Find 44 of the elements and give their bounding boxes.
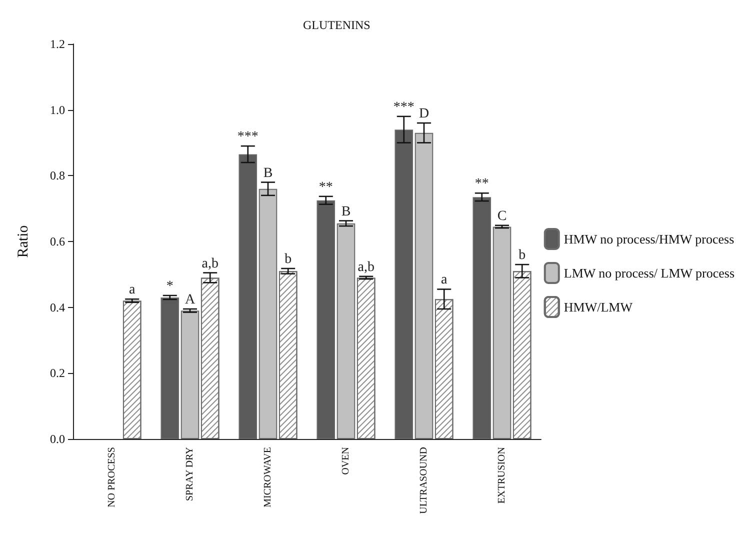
- bar: [316, 200, 336, 439]
- bar: [160, 297, 180, 439]
- bar: [394, 130, 414, 439]
- bar: [180, 310, 200, 439]
- x-tick-label: MICROWAVE: [262, 447, 274, 508]
- y-tick-label: 0.2: [50, 366, 65, 380]
- data-label: B: [263, 166, 273, 181]
- data-label: B: [341, 204, 351, 220]
- data-label: D: [418, 106, 430, 122]
- data-label: b: [518, 248, 526, 264]
- data-label: a,b: [202, 256, 218, 272]
- data-label: a: [129, 282, 136, 298]
- y-tick-label: 0.8: [50, 168, 65, 183]
- data-label: A: [184, 292, 196, 308]
- x-tick-label: NO PROCESS: [106, 447, 118, 508]
- data-label: ***: [237, 130, 258, 145]
- data-label: b: [284, 252, 292, 267]
- bar: [472, 197, 492, 439]
- y-tick-label: 1.0: [50, 102, 65, 117]
- legend-label: LMW no process/ LMW process: [564, 266, 735, 280]
- bar: [258, 188, 278, 439]
- data-label: a: [441, 272, 448, 288]
- data-label: ***: [393, 100, 414, 115]
- x-tick-label: OVEN: [340, 447, 352, 475]
- data-label: **: [318, 180, 333, 195]
- y-tick-label: 0.6: [50, 234, 65, 248]
- y-tick-label: 0.4: [50, 300, 65, 314]
- y-axis-title: Ratio: [16, 225, 32, 258]
- x-tick-label: ULTRASOUND: [418, 447, 430, 514]
- x-tick-label: SPRAY DRY: [184, 447, 196, 502]
- bar: [414, 132, 434, 439]
- bar: [336, 223, 356, 439]
- bar: [238, 154, 258, 439]
- y-tick-label: 0.0: [50, 432, 65, 446]
- y-tick-label: 1.2: [50, 37, 65, 51]
- chart-title: GLUTENINS: [303, 18, 370, 32]
- legend-label: HMW no process/HMW process: [564, 232, 734, 246]
- data-label: *: [166, 278, 174, 294]
- data-label: **: [474, 176, 489, 192]
- data-label: C: [497, 208, 507, 224]
- data-label: a,b: [358, 260, 374, 275]
- x-tick-label: EXTRUSION: [496, 447, 508, 504]
- legend-label: HMW/LMW: [564, 300, 634, 314]
- bar: [492, 226, 512, 439]
